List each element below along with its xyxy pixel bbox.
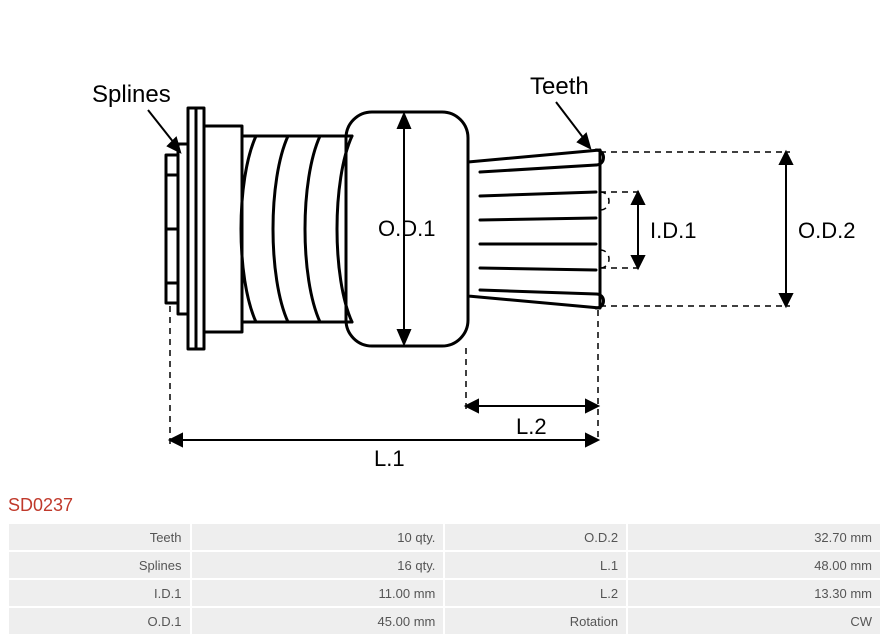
arrow-splines bbox=[148, 110, 180, 152]
dim-l2-arrow bbox=[466, 400, 598, 412]
label-id1: I.D.1 bbox=[650, 218, 696, 243]
label-teeth: Teeth bbox=[530, 73, 589, 100]
dim-id1-arrow bbox=[632, 192, 644, 268]
spec-label: O.D.2 bbox=[445, 524, 626, 550]
spec-label: Splines bbox=[9, 552, 190, 578]
label-l2: L.2 bbox=[516, 414, 547, 439]
label-l1: L.1 bbox=[374, 446, 405, 471]
spec-label: Rotation bbox=[445, 608, 626, 634]
spec-value: 16 qty. bbox=[192, 552, 444, 578]
spec-label: I.D.1 bbox=[9, 580, 190, 606]
spec-value: 48.00 mm bbox=[628, 552, 880, 578]
table-row: I.D.111.00 mmL.213.30 mm bbox=[9, 580, 880, 606]
spec-value: 10 qty. bbox=[192, 524, 444, 550]
label-splines: Splines bbox=[92, 81, 171, 108]
technical-diagram: O.D.1 I.D.1 O.D.2 L.2 L bbox=[0, 0, 889, 492]
label-od1: O.D.1 bbox=[378, 216, 435, 241]
spec-value: 11.00 mm bbox=[192, 580, 444, 606]
table-row: O.D.145.00 mmRotationCW bbox=[9, 608, 880, 634]
spec-label: L.2 bbox=[445, 580, 626, 606]
spec-value: 13.30 mm bbox=[628, 580, 880, 606]
table-row: Splines16 qty.L.148.00 mm bbox=[9, 552, 880, 578]
part-code: SD0237 bbox=[0, 492, 889, 522]
spec-label: O.D.1 bbox=[9, 608, 190, 634]
dim-od2-arrow bbox=[780, 152, 792, 306]
spec-label: L.1 bbox=[445, 552, 626, 578]
spec-value: 32.70 mm bbox=[628, 524, 880, 550]
label-od2: O.D.2 bbox=[798, 218, 855, 243]
spec-label: Teeth bbox=[9, 524, 190, 550]
spec-value: CW bbox=[628, 608, 880, 634]
arrow-teeth bbox=[556, 102, 590, 148]
spec-value: 45.00 mm bbox=[192, 608, 444, 634]
table-row: Teeth10 qty.O.D.232.70 mm bbox=[9, 524, 880, 550]
spec-table: Teeth10 qty.O.D.232.70 mmSplines16 qty.L… bbox=[7, 522, 882, 636]
diagram-svg: O.D.1 I.D.1 O.D.2 L.2 L bbox=[0, 0, 889, 492]
